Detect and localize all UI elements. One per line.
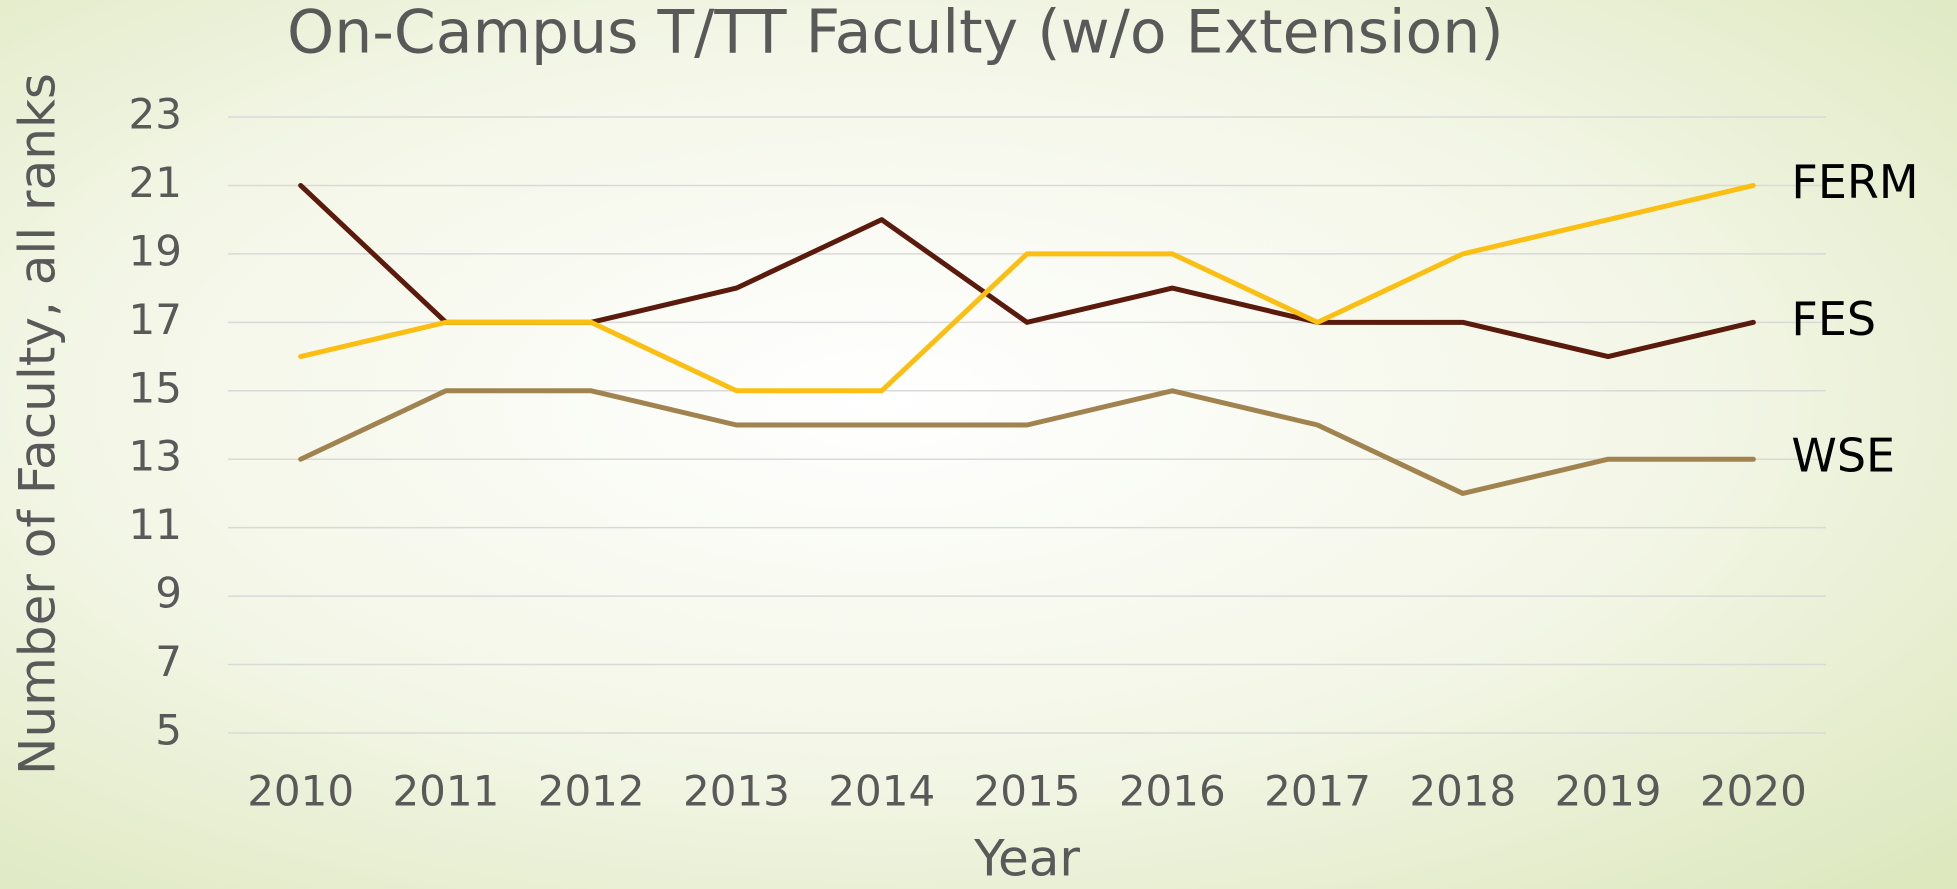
y-tick-label: 13: [129, 432, 182, 481]
x-tick-label: 2015: [974, 767, 1081, 816]
y-tick-label: 21: [129, 158, 182, 207]
series-label: FERM: [1791, 155, 1918, 209]
y-tick-label: 19: [129, 226, 182, 275]
x-tick-label: 2010: [247, 767, 354, 816]
x-tick-label: 2016: [1119, 767, 1226, 816]
x-tick-label: 2014: [828, 767, 935, 816]
y-tick-label: 11: [129, 500, 182, 549]
x-tick-label: 2013: [683, 767, 790, 816]
x-axis-label: Year: [973, 830, 1080, 888]
y-tick-label: 5: [155, 706, 182, 755]
y-axis-label: Number of Faculty, all ranks: [9, 73, 67, 775]
x-tick-label: 2020: [1700, 767, 1807, 816]
x-tick-label: 2018: [1409, 767, 1516, 816]
series-label: WSE: [1791, 429, 1895, 483]
y-tick-label: 15: [129, 363, 182, 412]
x-tick-label: 2019: [1555, 767, 1662, 816]
x-tick-label: 2011: [392, 767, 499, 816]
y-tick-label: 23: [129, 90, 182, 139]
x-tick-label: 2017: [1264, 767, 1371, 816]
chart-title: On-Campus T/TT Faculty (w/o Extension): [287, 0, 1504, 68]
y-tick-label: 17: [129, 295, 182, 344]
y-tick-label: 9: [155, 569, 182, 618]
series-label: FES: [1791, 292, 1876, 346]
x-tick-label: 2012: [538, 767, 645, 816]
y-tick-label: 7: [155, 637, 182, 686]
series-line: [298, 388, 1756, 496]
series-line: [298, 182, 1756, 394]
